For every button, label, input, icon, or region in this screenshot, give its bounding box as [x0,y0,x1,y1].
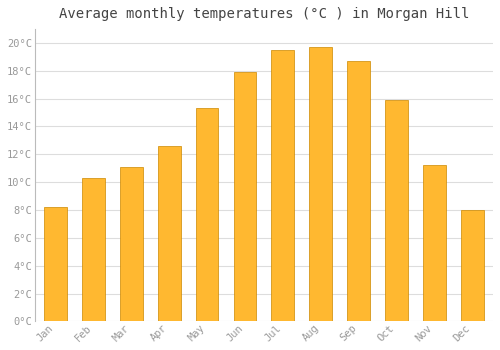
Title: Average monthly temperatures (°C ) in Morgan Hill: Average monthly temperatures (°C ) in Mo… [58,7,469,21]
Bar [158,146,180,321]
Bar [82,178,105,321]
Bar [347,61,370,321]
Bar [196,108,218,321]
Bar [385,100,408,321]
Bar [461,210,483,321]
Bar [272,50,294,321]
Bar [423,166,446,321]
Bar [310,47,332,321]
Bar [120,167,142,321]
Bar [234,72,256,321]
Bar [44,207,67,321]
